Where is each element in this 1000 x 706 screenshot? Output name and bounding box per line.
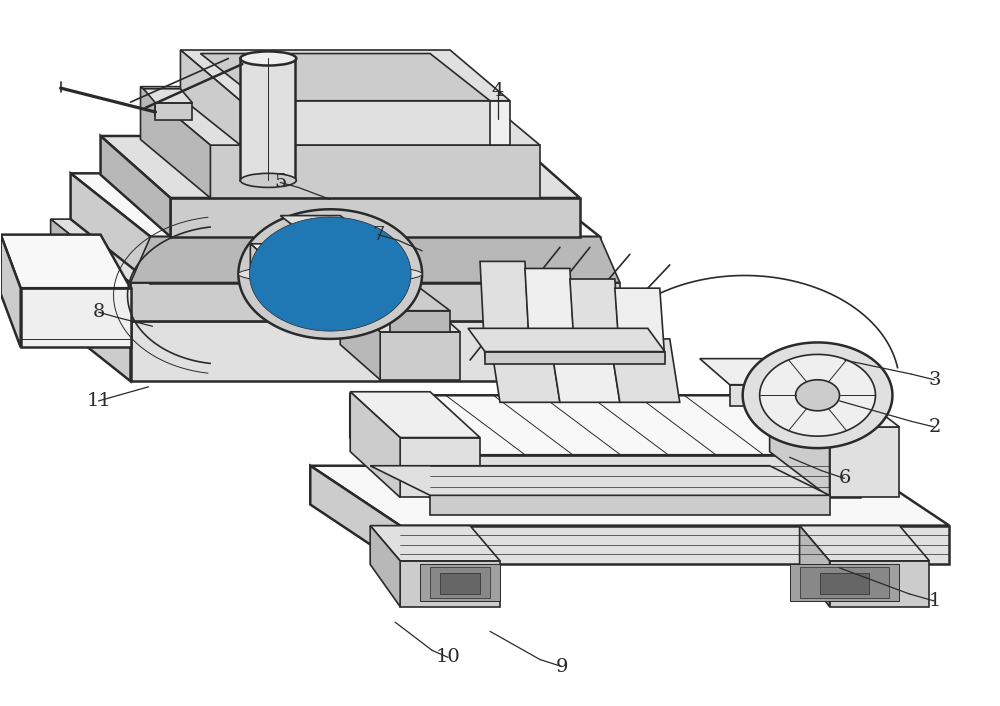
Text: 9: 9 bbox=[556, 657, 568, 676]
Polygon shape bbox=[310, 239, 370, 270]
Polygon shape bbox=[71, 174, 600, 237]
Polygon shape bbox=[830, 561, 929, 606]
Polygon shape bbox=[180, 50, 240, 145]
Polygon shape bbox=[141, 87, 540, 145]
Polygon shape bbox=[350, 392, 400, 498]
Polygon shape bbox=[141, 87, 210, 198]
Text: 10: 10 bbox=[436, 648, 460, 666]
Polygon shape bbox=[101, 136, 170, 237]
Polygon shape bbox=[570, 279, 620, 359]
Polygon shape bbox=[390, 311, 450, 332]
Polygon shape bbox=[51, 219, 620, 282]
Polygon shape bbox=[238, 209, 422, 339]
Ellipse shape bbox=[240, 52, 296, 66]
Polygon shape bbox=[256, 222, 404, 326]
Polygon shape bbox=[131, 321, 620, 381]
Polygon shape bbox=[370, 526, 400, 606]
Polygon shape bbox=[830, 427, 899, 498]
Polygon shape bbox=[1, 234, 131, 288]
Polygon shape bbox=[770, 381, 899, 427]
Polygon shape bbox=[800, 567, 889, 598]
Ellipse shape bbox=[240, 174, 296, 187]
Polygon shape bbox=[300, 253, 360, 295]
Polygon shape bbox=[340, 297, 460, 332]
Polygon shape bbox=[21, 288, 131, 347]
Polygon shape bbox=[440, 573, 480, 594]
Polygon shape bbox=[468, 328, 665, 352]
Polygon shape bbox=[150, 237, 600, 282]
Polygon shape bbox=[430, 567, 490, 598]
Polygon shape bbox=[400, 526, 949, 564]
Polygon shape bbox=[610, 339, 680, 402]
Polygon shape bbox=[250, 244, 380, 270]
Polygon shape bbox=[350, 392, 480, 438]
Polygon shape bbox=[550, 339, 620, 402]
Polygon shape bbox=[400, 561, 500, 606]
Polygon shape bbox=[430, 496, 830, 515]
Polygon shape bbox=[430, 455, 860, 498]
Polygon shape bbox=[800, 526, 830, 606]
Polygon shape bbox=[200, 54, 490, 101]
Polygon shape bbox=[320, 244, 410, 264]
Polygon shape bbox=[240, 101, 510, 145]
Polygon shape bbox=[615, 288, 665, 359]
Text: 1: 1 bbox=[928, 592, 941, 610]
Polygon shape bbox=[490, 339, 560, 402]
Text: 2: 2 bbox=[928, 418, 941, 436]
Polygon shape bbox=[340, 297, 380, 380]
Text: 4: 4 bbox=[492, 82, 504, 100]
Polygon shape bbox=[730, 385, 820, 406]
Polygon shape bbox=[790, 564, 899, 601]
Polygon shape bbox=[820, 573, 869, 594]
Polygon shape bbox=[760, 354, 875, 436]
Polygon shape bbox=[350, 264, 410, 282]
Polygon shape bbox=[360, 288, 450, 311]
Polygon shape bbox=[250, 244, 280, 295]
Polygon shape bbox=[350, 395, 430, 498]
Polygon shape bbox=[700, 359, 820, 385]
Polygon shape bbox=[350, 395, 860, 455]
Polygon shape bbox=[420, 564, 500, 601]
Text: 7: 7 bbox=[372, 226, 384, 244]
Polygon shape bbox=[260, 101, 490, 145]
Text: 8: 8 bbox=[92, 303, 105, 321]
Polygon shape bbox=[131, 282, 620, 321]
Polygon shape bbox=[280, 215, 370, 239]
Polygon shape bbox=[370, 466, 830, 496]
Polygon shape bbox=[770, 381, 830, 498]
Polygon shape bbox=[400, 438, 480, 498]
Polygon shape bbox=[143, 89, 192, 103]
Polygon shape bbox=[743, 342, 892, 448]
Text: 11: 11 bbox=[86, 392, 111, 410]
Text: 5: 5 bbox=[274, 174, 286, 191]
Polygon shape bbox=[131, 237, 620, 282]
Text: 3: 3 bbox=[928, 371, 941, 389]
Ellipse shape bbox=[238, 264, 422, 284]
Polygon shape bbox=[485, 352, 665, 364]
Polygon shape bbox=[800, 526, 929, 561]
Polygon shape bbox=[249, 217, 411, 331]
Polygon shape bbox=[280, 270, 380, 295]
Polygon shape bbox=[1, 234, 21, 347]
Polygon shape bbox=[240, 59, 295, 180]
Polygon shape bbox=[210, 145, 540, 198]
Polygon shape bbox=[310, 466, 400, 564]
Polygon shape bbox=[51, 258, 131, 381]
Polygon shape bbox=[380, 332, 460, 380]
Polygon shape bbox=[51, 219, 131, 321]
Polygon shape bbox=[480, 261, 530, 359]
Polygon shape bbox=[370, 526, 500, 561]
Polygon shape bbox=[796, 380, 840, 411]
Text: 6: 6 bbox=[838, 469, 851, 487]
Polygon shape bbox=[71, 174, 150, 282]
Polygon shape bbox=[51, 258, 620, 321]
Polygon shape bbox=[155, 103, 192, 121]
Polygon shape bbox=[310, 466, 949, 526]
Polygon shape bbox=[525, 268, 575, 359]
Polygon shape bbox=[170, 198, 580, 237]
Polygon shape bbox=[101, 136, 580, 198]
Polygon shape bbox=[180, 50, 510, 101]
